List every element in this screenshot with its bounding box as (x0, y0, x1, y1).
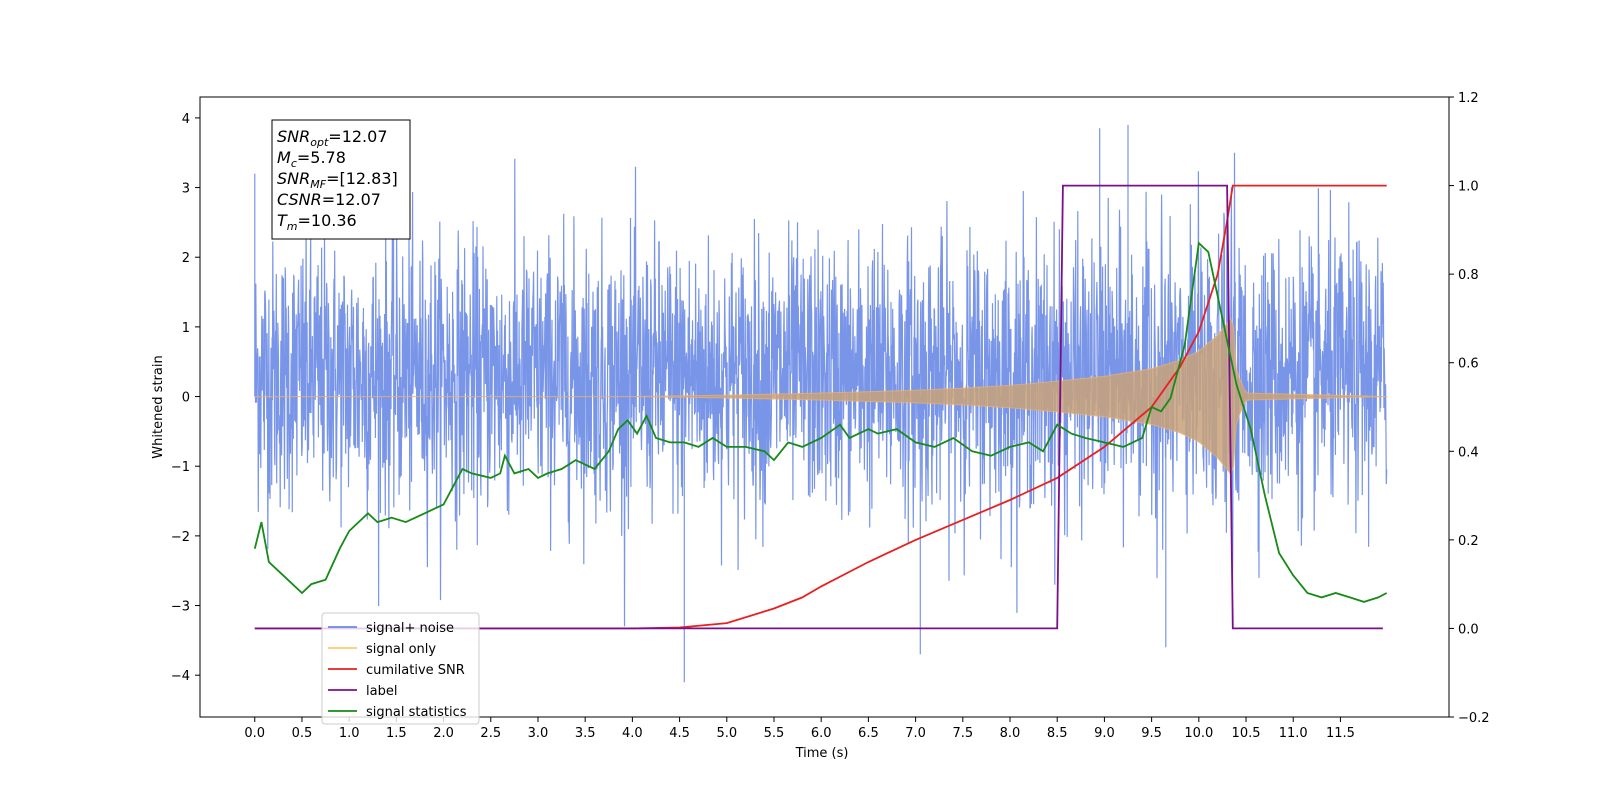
y-tick-label: 2 (182, 251, 190, 266)
x-tick-label: 5.0 (716, 726, 737, 741)
y-tick-label: 0 (182, 391, 190, 406)
y-tick-label: −1 (171, 460, 190, 475)
y2-tick-label: 0.4 (1458, 445, 1479, 460)
y2-tick-label: 1.0 (1458, 180, 1479, 195)
x-tick-label: 6.0 (811, 726, 832, 741)
x-tick-label: 8.0 (1000, 726, 1021, 741)
legend-label: signal statistics (366, 705, 467, 720)
x-tick-label: 2.5 (480, 726, 501, 741)
y-tick-label: −3 (171, 600, 190, 615)
legend: signal+ noise signal only cumilative SNR la… (321, 612, 480, 725)
y-tick-label: 1 (182, 321, 190, 336)
y2-tick-label: 0.2 (1458, 534, 1479, 549)
y-tick-label: 3 (182, 182, 190, 197)
series-cumilative-snr (254, 184, 1387, 630)
series-signal-statistics (253, 241, 1388, 603)
x-tick-label: 3.5 (575, 726, 596, 741)
legend-label: label (366, 684, 397, 699)
x-tick-label: 8.5 (1047, 726, 1068, 741)
x-tick-label: 4.0 (622, 726, 643, 741)
x-axis: 0.0 0.5 1.0 1.5 2.0 2.5 3.0 3.5 4.0 4.5 5.0 5.5 6.0 6… (244, 717, 1355, 741)
series-signal-noise (254, 124, 1388, 683)
x-tick-label: 11.5 (1326, 726, 1355, 741)
x-tick-label: 9.0 (1094, 726, 1115, 741)
legend-label: signal+ noise (366, 621, 454, 636)
info-line: Tm=10.36 (277, 211, 357, 233)
x-tick-label: 9.5 (1141, 726, 1162, 741)
x-tick-label: 7.0 (905, 726, 926, 741)
y-tick-label: 4 (182, 112, 190, 127)
x-tick-label: 6.5 (858, 726, 879, 741)
y2-tick-label: 1.2 (1458, 91, 1479, 106)
info-line: SNRopt=12.07 (277, 127, 388, 149)
y2-tick-label: −0.2 (1458, 711, 1490, 726)
x-tick-label: 10.0 (1184, 726, 1213, 741)
info-line: CSNR=12.07 (277, 190, 381, 209)
x-tick-label: 1.0 (339, 726, 360, 741)
y-tick-label: −2 (171, 530, 190, 545)
y2-tick-label: 0.0 (1458, 622, 1479, 637)
x-tick-label: 10.5 (1232, 726, 1261, 741)
series-label (254, 184, 1383, 630)
legend-frame (321, 612, 480, 725)
legend-label: signal only (366, 642, 436, 657)
y-tick-label: −4 (171, 669, 190, 684)
series-signal-only (254, 318, 1388, 475)
x-tick-label: 5.5 (764, 726, 785, 741)
info-line: SNRMF=[12.83] (277, 169, 398, 191)
x-tick-label: 4.5 (669, 726, 690, 741)
x-tick-label: 2.0 (433, 726, 454, 741)
x-tick-label: 3.0 (528, 726, 549, 741)
y2-tick-label: 0.6 (1458, 357, 1479, 372)
y-axis-right: −0.2 0.0 0.2 0.4 0.6 0.8 1.0 1.2 (1449, 91, 1490, 726)
x-axis-label: Time (s) (795, 746, 849, 761)
y-axis-label: Whitened strain (151, 355, 166, 458)
y-axis-left: −4 −3 −2 −1 0 1 2 3 4 (171, 112, 200, 684)
x-tick-label: 0.5 (292, 726, 313, 741)
info-box-frame (271, 119, 411, 240)
y2-tick-label: 0.8 (1458, 268, 1479, 283)
x-tick-label: 11.0 (1279, 726, 1308, 741)
plot-area (253, 124, 1388, 683)
x-tick-label: 1.5 (386, 726, 407, 741)
plot-frame (199, 96, 1450, 718)
legend-label: cumilative SNR (366, 663, 465, 678)
x-tick-label: 0.0 (244, 726, 265, 741)
info-line: Mc=5.78 (277, 148, 346, 170)
info-box: SNRopt=12.07Mc=5.78SNRMF=[12.83]CSNR=12.… (271, 119, 411, 240)
x-tick-label: 7.5 (952, 726, 973, 741)
